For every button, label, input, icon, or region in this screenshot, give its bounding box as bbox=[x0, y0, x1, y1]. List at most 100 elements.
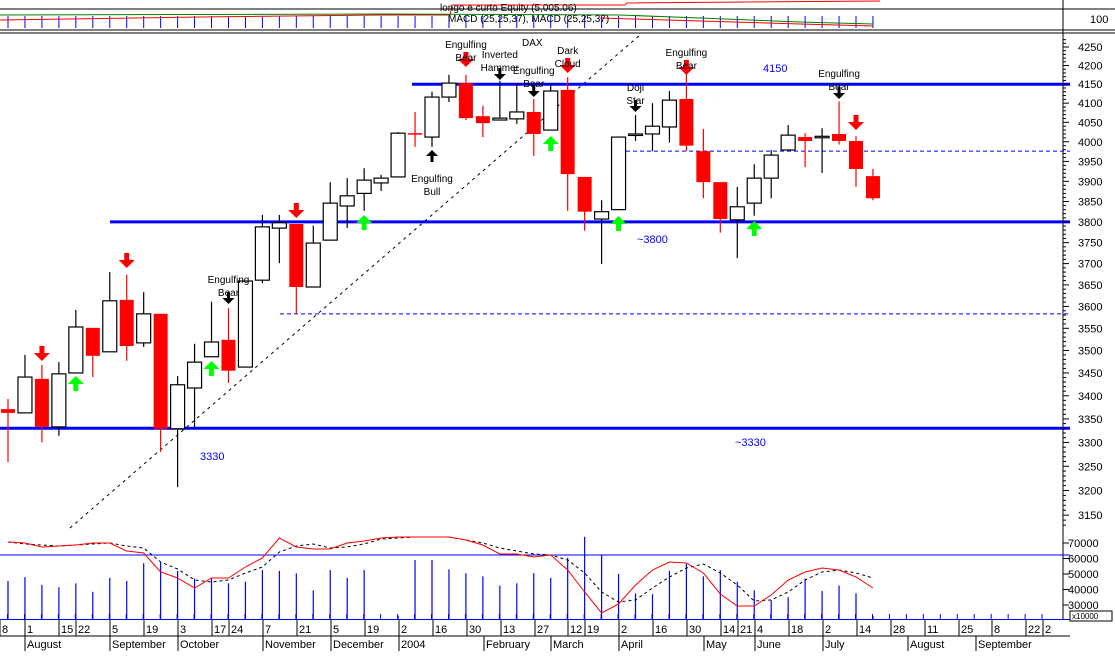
candle-body-up bbox=[68, 326, 84, 374]
candle-body-up bbox=[509, 111, 525, 120]
candle bbox=[832, 101, 847, 145]
day-label: 14 bbox=[723, 624, 735, 636]
candle-body-up bbox=[814, 135, 830, 139]
arrow-down-icon bbox=[118, 253, 135, 268]
candle-body-up bbox=[51, 373, 67, 428]
candle bbox=[849, 136, 863, 187]
candle bbox=[254, 214, 270, 284]
candle bbox=[186, 343, 203, 429]
candle bbox=[203, 301, 220, 358]
candle bbox=[780, 125, 796, 151]
candle-body-up bbox=[136, 313, 152, 344]
candle-body-up bbox=[661, 99, 678, 128]
month-label: September bbox=[978, 639, 1032, 651]
candle-body-up bbox=[763, 154, 779, 179]
day-label: 2 bbox=[825, 624, 831, 636]
candle bbox=[339, 178, 355, 229]
price-tick-label: 3500 bbox=[1078, 345, 1102, 357]
candle bbox=[560, 77, 575, 211]
candle bbox=[237, 280, 254, 368]
price-tick-label: 3700 bbox=[1078, 259, 1102, 271]
day-label: 5 bbox=[333, 624, 339, 636]
candle-body-up bbox=[593, 211, 610, 220]
candle bbox=[153, 313, 168, 452]
pattern-label: Engulfing bbox=[666, 48, 708, 59]
month-label: October bbox=[180, 639, 219, 651]
price-tick-label: 4250 bbox=[1078, 42, 1102, 54]
candle-body-down bbox=[475, 116, 490, 124]
day-label: 2 bbox=[401, 624, 407, 636]
arrow-down-icon bbox=[457, 52, 474, 67]
volume-tick-label: 50000 bbox=[1068, 569, 1099, 581]
macd-panel bbox=[7, 536, 874, 614]
month-label: May bbox=[706, 639, 727, 651]
pattern-label: Bear bbox=[523, 79, 545, 90]
candle-body-down bbox=[832, 133, 847, 141]
arrow-down-icon bbox=[222, 292, 235, 304]
candle-body-up bbox=[186, 361, 203, 389]
month-label: November bbox=[265, 639, 316, 651]
candle-body-up bbox=[373, 177, 389, 184]
candle-body-up bbox=[271, 222, 287, 229]
candle bbox=[543, 83, 559, 131]
candle bbox=[441, 74, 457, 103]
arrow-up-icon bbox=[542, 136, 559, 151]
pattern-label: Cloud bbox=[555, 59, 581, 70]
candle-body-up bbox=[746, 177, 762, 204]
macd-line bbox=[7, 536, 874, 614]
arrow-up-icon bbox=[67, 376, 84, 391]
day-label: 8 bbox=[2, 624, 8, 636]
candle-body-up bbox=[492, 117, 508, 121]
candle-body-up bbox=[17, 376, 33, 414]
candle bbox=[492, 80, 508, 121]
day-label: 4 bbox=[757, 624, 763, 636]
candle-body-up bbox=[203, 341, 220, 358]
price-tick-label: 4050 bbox=[1078, 117, 1102, 129]
arrow-down-icon bbox=[678, 60, 695, 75]
candle bbox=[526, 98, 541, 156]
candle-body-down bbox=[560, 89, 575, 175]
candle-body-down bbox=[577, 176, 592, 212]
price-tick-label: 3800 bbox=[1078, 217, 1102, 229]
candle bbox=[644, 103, 661, 152]
arrow-up-icon bbox=[746, 221, 763, 236]
day-label: 18 bbox=[791, 624, 803, 636]
candle bbox=[289, 223, 304, 314]
candle-body-down bbox=[696, 151, 711, 183]
candle bbox=[798, 133, 813, 167]
candle-body-up bbox=[237, 280, 254, 368]
price-axis: 4250 4200 4150 4100 4050 4000 3950 3900 3850 3800… bbox=[1063, 39, 1113, 622]
candle bbox=[1, 398, 15, 462]
candle-body-down bbox=[713, 182, 728, 220]
candle bbox=[729, 186, 745, 259]
level-label: ~3800 bbox=[637, 234, 668, 246]
candle bbox=[746, 164, 762, 216]
price-tick-label: 3400 bbox=[1078, 391, 1102, 403]
day-label: 30 bbox=[469, 624, 481, 636]
volume-tick-label: 60000 bbox=[1068, 553, 1099, 565]
pattern-label: Doji bbox=[627, 83, 644, 94]
candle bbox=[85, 327, 100, 378]
candle bbox=[305, 225, 321, 288]
day-label: 25 bbox=[961, 624, 973, 636]
month-label: August bbox=[27, 639, 61, 651]
equity-line bbox=[0, 0, 881, 21]
candle-body-down bbox=[526, 111, 541, 134]
day-label: 14 bbox=[859, 624, 871, 636]
price-tick-label: 3750 bbox=[1078, 238, 1102, 250]
candle bbox=[696, 128, 711, 199]
candle-body-up bbox=[441, 82, 457, 98]
price-tick-label: 3200 bbox=[1078, 486, 1102, 498]
price-tick-label: 3300 bbox=[1078, 437, 1102, 449]
day-label: 27 bbox=[537, 624, 549, 636]
candle bbox=[865, 168, 880, 201]
candle-body-up bbox=[254, 226, 270, 281]
pattern-label: Engulfing bbox=[208, 275, 250, 286]
equity-macd-strip bbox=[0, 0, 881, 28]
pattern-label: Engulfing bbox=[411, 174, 453, 185]
candle-body-up bbox=[339, 195, 355, 207]
day-label: 8 bbox=[994, 624, 1000, 636]
arrow-down-icon bbox=[559, 58, 576, 73]
candle bbox=[373, 174, 389, 191]
day-label: 17 bbox=[214, 624, 226, 636]
